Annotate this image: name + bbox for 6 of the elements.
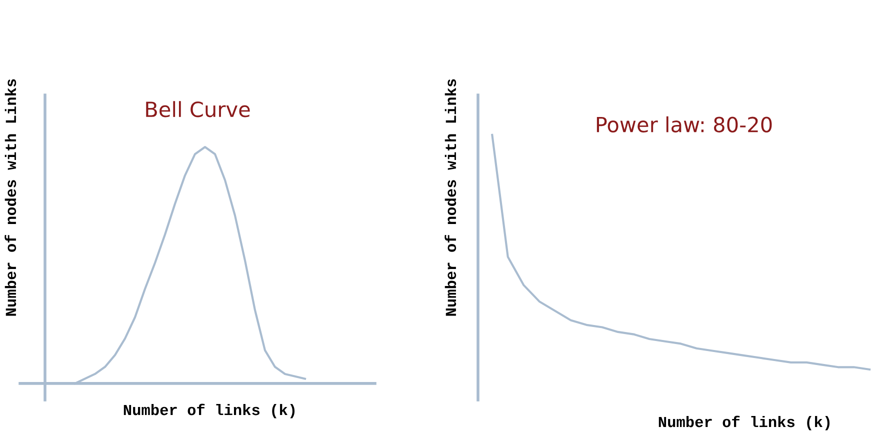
y-axis-title: Number of nodes with Links [444,79,456,316]
chart-title: Power law: 80-20 [596,116,772,132]
x-axis-title: Number of links (k) [124,404,295,418]
chart-title: Bell Curve [146,101,250,118]
x-axis-title: Number of links (k) [658,416,830,430]
y-axis-title: Number of nodes with Links [4,79,16,316]
